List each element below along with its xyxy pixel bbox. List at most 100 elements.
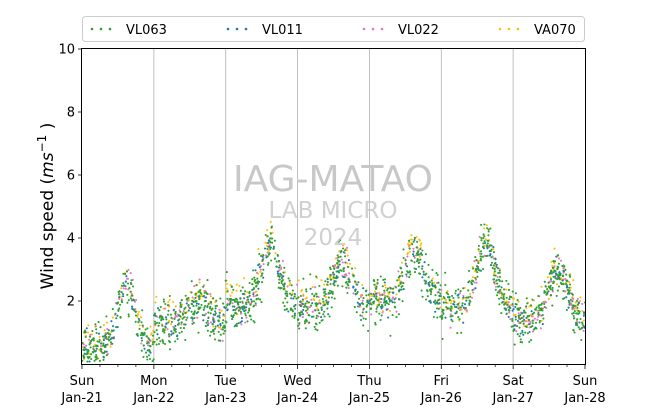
point-VL063	[492, 264, 495, 267]
point-VL063	[373, 283, 376, 286]
point-VL063	[283, 287, 286, 290]
point-VL063	[186, 316, 189, 319]
point-VL022	[524, 320, 528, 323]
point-VA070	[446, 301, 449, 305]
point-VL011	[120, 291, 123, 294]
point-VL011	[555, 255, 558, 258]
point-VL063	[533, 311, 536, 314]
legend-marker	[516, 27, 520, 31]
point-VL063	[480, 239, 483, 242]
point-VA070	[137, 310, 140, 313]
point-VL063	[314, 328, 317, 331]
point-VA070	[478, 250, 481, 253]
point-VL063	[255, 298, 258, 301]
point-VL063	[373, 293, 376, 296]
point-VL063	[511, 317, 514, 321]
point-VL063	[193, 316, 196, 320]
legend-item-VA070: VA070	[498, 23, 576, 38]
point-VL063	[236, 301, 240, 304]
point-VL063	[298, 313, 302, 316]
point-VL063	[454, 292, 457, 295]
point-VA070	[106, 321, 109, 324]
point-VL063	[549, 293, 552, 297]
point-VL063	[516, 308, 519, 311]
point-VL063	[231, 315, 234, 318]
point-VL011	[521, 312, 524, 315]
point-VL063	[141, 309, 144, 312]
point-VL063	[548, 272, 551, 275]
point-VL011	[582, 314, 585, 317]
point-VL063	[111, 308, 114, 311]
point-VL063	[486, 242, 489, 245]
point-VL063	[369, 299, 372, 302]
legend-marker	[362, 27, 366, 31]
point-VL011	[578, 321, 581, 324]
point-VL063	[223, 329, 226, 333]
point-VL063	[557, 285, 561, 288]
point-VL063	[167, 333, 170, 336]
point-VL022	[268, 244, 271, 247]
point-VL063	[341, 285, 344, 288]
point-VL063	[563, 297, 566, 300]
point-VL063	[507, 288, 511, 291]
point-VL063	[308, 321, 311, 324]
point-VL063	[496, 291, 499, 294]
point-VL063	[490, 256, 493, 259]
point-VL063	[375, 310, 378, 313]
point-VL063	[190, 302, 193, 305]
point-VL063	[222, 319, 225, 322]
point-VL011	[83, 346, 86, 349]
point-VL063	[248, 309, 251, 312]
point-VL063	[197, 306, 200, 309]
y-axis-label-unit: ms	[38, 152, 58, 178]
point-VL063	[187, 296, 190, 299]
point-VL063	[173, 328, 176, 331]
point-VL063	[511, 319, 514, 322]
point-VL022	[94, 325, 97, 328]
point-VL063	[278, 264, 281, 267]
point-VL063	[210, 308, 213, 311]
point-VL063	[378, 303, 381, 306]
point-VL063	[494, 288, 497, 291]
point-VL063	[513, 343, 516, 346]
point-VL063	[408, 247, 411, 250]
point-VL063	[477, 268, 480, 271]
point-VL063	[253, 280, 256, 283]
point-VL063	[396, 279, 399, 282]
point-VL063	[109, 341, 112, 344]
point-VL063	[339, 238, 342, 241]
point-VL011	[456, 294, 459, 297]
point-VL063	[381, 285, 384, 288]
point-VL011	[489, 264, 493, 267]
point-VL063	[426, 295, 429, 298]
point-VL063	[98, 338, 101, 342]
point-VL063	[95, 345, 98, 348]
point-VL063	[97, 321, 100, 324]
point-VL011	[383, 281, 386, 284]
point-VL011	[109, 338, 112, 341]
point-VA070	[553, 247, 556, 250]
point-VL063	[226, 304, 229, 307]
point-VL063	[454, 289, 457, 292]
point-VL063	[556, 254, 560, 257]
point-VL063	[83, 355, 86, 358]
point-VA070	[555, 283, 558, 286]
point-VL063	[346, 283, 349, 286]
point-VL063	[197, 310, 200, 314]
point-VL063	[179, 303, 182, 307]
point-VL063	[272, 247, 275, 250]
point-VL063	[327, 296, 330, 299]
point-VL063	[328, 315, 331, 318]
point-VL063	[572, 329, 575, 332]
point-VL063	[357, 281, 360, 284]
point-VL063	[457, 307, 460, 310]
point-VL063	[421, 249, 424, 252]
point-VL063	[458, 318, 461, 321]
point-VL063	[521, 331, 524, 334]
point-VL063	[201, 314, 204, 317]
point-VL011	[301, 302, 304, 305]
point-VL063	[392, 287, 395, 290]
point-VL063	[275, 265, 278, 268]
point-VL022	[178, 309, 181, 312]
point-VL063	[320, 306, 323, 309]
